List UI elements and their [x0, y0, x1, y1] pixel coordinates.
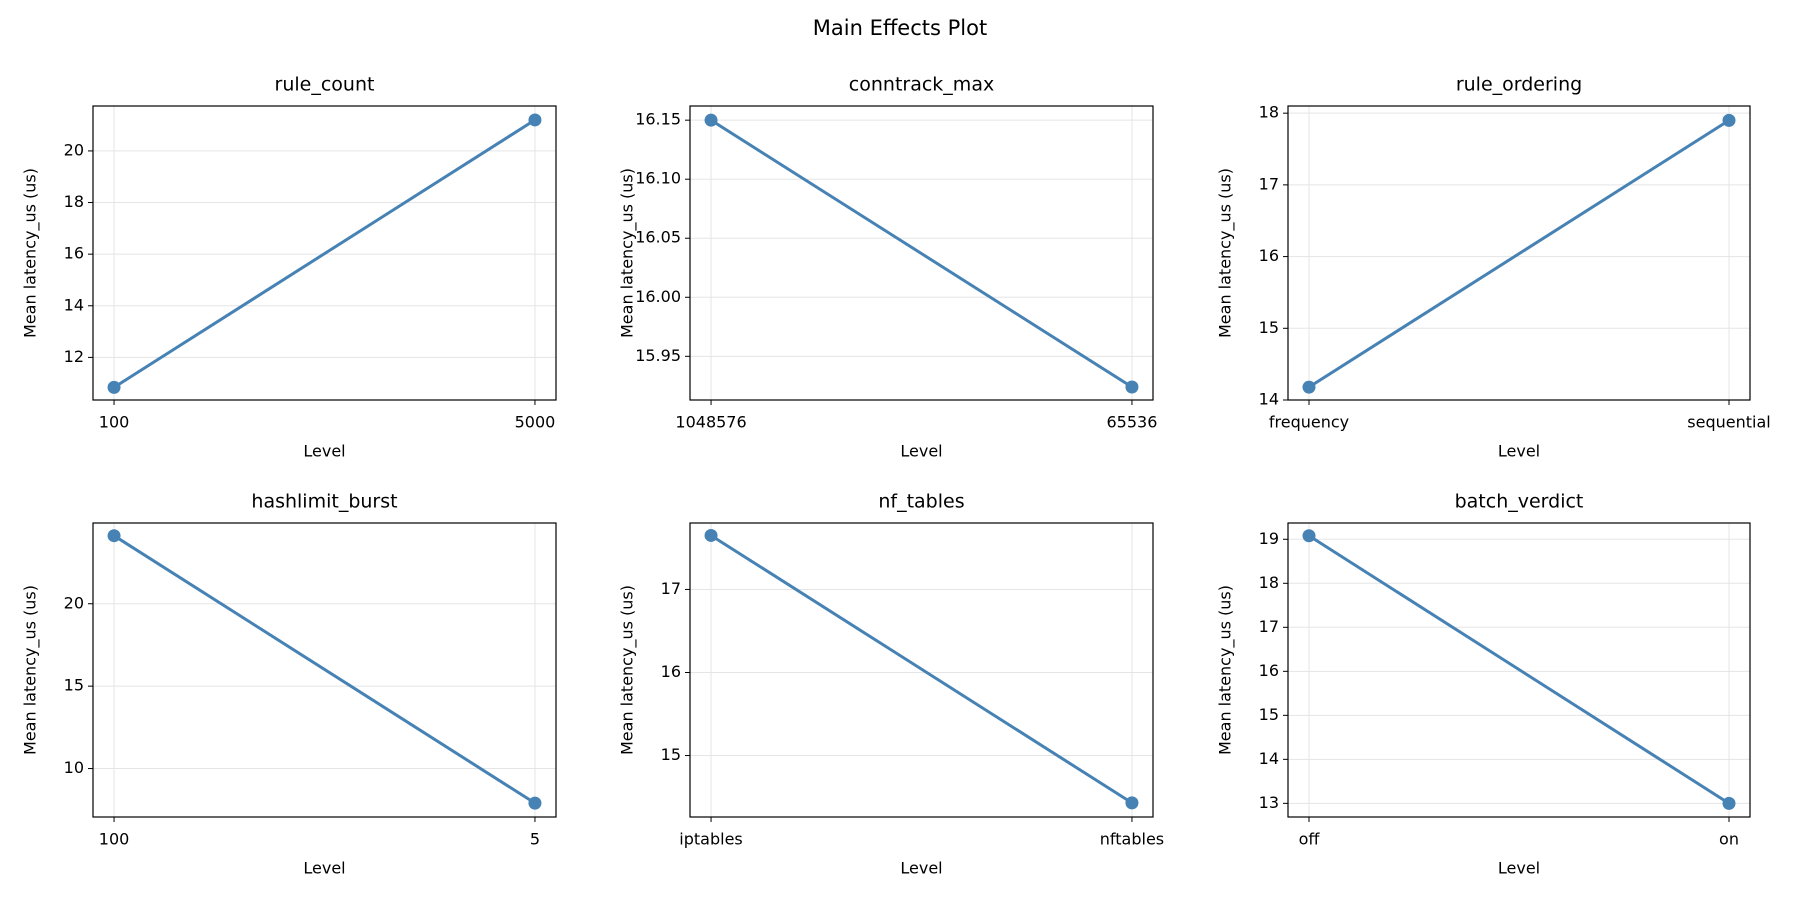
y-axis-label: Mean latency_us (us)	[1216, 585, 1236, 755]
marker	[107, 529, 121, 543]
y-tick-label: 16	[1259, 661, 1279, 680]
line	[1308, 119, 1730, 389]
y-tick-label: 10	[64, 758, 84, 777]
marker	[1125, 380, 1139, 394]
marker	[107, 380, 121, 394]
line	[710, 118, 1133, 389]
y-tick-label: 15	[661, 745, 681, 764]
marker	[1302, 529, 1316, 543]
y-tick-label: 17	[661, 579, 681, 598]
y-tick-label: 16	[661, 662, 681, 681]
marker	[704, 528, 718, 542]
y-tick-label: 17	[1259, 617, 1279, 636]
y-tick-label: 15	[1259, 705, 1279, 724]
x-tick-label: 100	[99, 830, 130, 849]
y-tick-label: 16.10	[635, 169, 681, 188]
figure-title: Main Effects Plot	[813, 16, 987, 40]
x-tick-label: nftables	[1100, 830, 1164, 849]
x-tick-label: 5000	[515, 413, 556, 432]
x-axis-label: Level	[303, 442, 345, 461]
x-tick-label: off	[1299, 830, 1321, 849]
x-tick-label: 65536	[1107, 413, 1158, 432]
line	[113, 534, 536, 805]
subplot-title: nf_tables	[878, 491, 964, 513]
y-tick-label: 16	[64, 244, 84, 263]
marker	[704, 113, 718, 127]
axes-frame	[689, 105, 1154, 401]
subplot-title: rule_count	[275, 74, 375, 96]
line	[113, 118, 536, 389]
y-tick-label: 20	[64, 140, 84, 159]
x-axis-label: Level	[1498, 442, 1540, 461]
x-axis-label: Level	[303, 859, 345, 878]
x-axis-label: Level	[1498, 859, 1540, 878]
y-axis-label: Mean latency_us (us)	[21, 168, 41, 338]
subplot-title: rule_ordering	[1456, 74, 1582, 96]
x-tick-label: iptables	[679, 830, 742, 849]
marker	[528, 796, 542, 810]
y-tick-label: 13	[1259, 793, 1279, 812]
line	[710, 534, 1133, 805]
axes-frame	[1287, 522, 1751, 818]
marker	[1125, 796, 1139, 810]
axes-frame	[92, 522, 557, 818]
y-tick-label: 19	[1259, 529, 1279, 548]
x-tick-label: on	[1719, 830, 1739, 849]
y-tick-label: 20	[64, 593, 84, 612]
y-tick-label: 16.15	[635, 110, 681, 129]
marker	[1722, 113, 1736, 127]
y-tick-label: 12	[64, 347, 84, 366]
x-axis-label: Level	[900, 442, 942, 461]
x-axis-label: Level	[900, 859, 942, 878]
marker	[528, 113, 542, 127]
y-tick-label: 18	[1259, 573, 1279, 592]
y-tick-label: 14	[1259, 390, 1279, 409]
y-axis-label: Mean latency_us (us)	[618, 585, 638, 755]
y-tick-label: 16.05	[635, 228, 681, 247]
axes-frame	[689, 522, 1154, 818]
y-tick-label: 16	[1259, 246, 1279, 265]
y-tick-label: 18	[1259, 103, 1279, 122]
y-axis-label: Mean latency_us (us)	[1216, 168, 1236, 338]
subplot-title: hashlimit_burst	[251, 491, 397, 513]
y-tick-label: 14	[1259, 749, 1279, 768]
x-tick-label: 5	[530, 830, 540, 849]
axes-frame	[92, 105, 557, 401]
y-axis-label: Mean latency_us (us)	[618, 168, 638, 338]
y-tick-label: 15	[64, 676, 84, 695]
y-tick-label: 18	[64, 192, 84, 211]
marker	[1722, 796, 1736, 810]
subplot-title: conntrack_max	[849, 74, 994, 96]
y-tick-label: 15	[1259, 318, 1279, 337]
y-tick-label: 17	[1259, 174, 1279, 193]
marker	[1302, 380, 1316, 394]
y-tick-label: 16.00	[635, 287, 681, 306]
line	[1308, 534, 1730, 805]
y-axis-label: Mean latency_us (us)	[21, 585, 41, 755]
x-tick-label: 100	[99, 413, 130, 432]
y-tick-label: 14	[64, 295, 84, 314]
x-tick-label: frequency	[1269, 413, 1349, 432]
y-tick-label: 15.95	[635, 346, 681, 365]
x-tick-label: 1048576	[675, 413, 746, 432]
axes-frame	[1287, 105, 1751, 401]
subplot-title: batch_verdict	[1455, 491, 1584, 513]
x-tick-label: sequential	[1687, 413, 1770, 432]
